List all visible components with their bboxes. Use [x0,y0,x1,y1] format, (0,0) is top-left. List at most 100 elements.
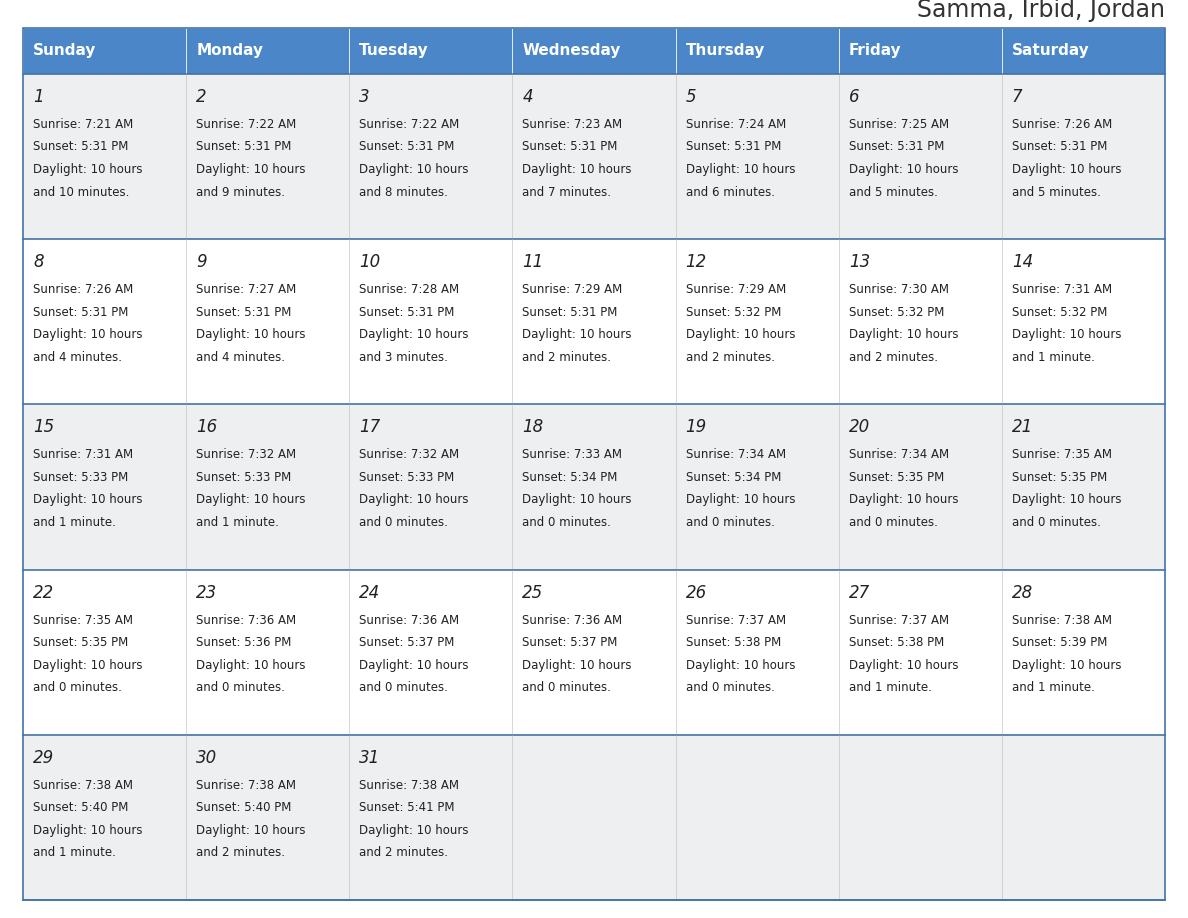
Text: Daylight: 10 hours: Daylight: 10 hours [685,658,795,672]
Text: Sunrise: 7:21 AM: Sunrise: 7:21 AM [33,118,133,131]
Text: and 6 minutes.: and 6 minutes. [685,185,775,198]
Bar [676,28,839,74]
Text: 27: 27 [848,584,870,601]
Text: and 0 minutes.: and 0 minutes. [685,681,775,694]
Text: Sunset: 5:31 PM: Sunset: 5:31 PM [685,140,781,153]
Text: Saturday: Saturday [1012,43,1089,59]
Text: 5: 5 [685,88,696,106]
Bar [23,240,1165,405]
Text: Sunrise: 7:28 AM: Sunrise: 7:28 AM [359,283,460,297]
Text: Daylight: 10 hours: Daylight: 10 hours [359,823,469,837]
Text: and 0 minutes.: and 0 minutes. [359,681,448,694]
Text: Daylight: 10 hours: Daylight: 10 hours [848,329,959,341]
Text: and 1 minute.: and 1 minute. [33,516,116,529]
Text: Sunset: 5:32 PM: Sunset: 5:32 PM [685,306,781,319]
Text: Sunrise: 7:38 AM: Sunrise: 7:38 AM [1012,613,1112,627]
Text: Sunset: 5:31 PM: Sunset: 5:31 PM [33,306,128,319]
Text: Sunset: 5:33 PM: Sunset: 5:33 PM [196,471,291,484]
Text: Daylight: 10 hours: Daylight: 10 hours [196,329,305,341]
Text: Sunrise: 7:26 AM: Sunrise: 7:26 AM [33,283,133,297]
Text: Daylight: 10 hours: Daylight: 10 hours [523,329,632,341]
Text: 7: 7 [1012,88,1023,106]
Text: 10: 10 [359,253,380,271]
Text: Sunset: 5:41 PM: Sunset: 5:41 PM [359,801,455,814]
Text: Daylight: 10 hours: Daylight: 10 hours [1012,329,1121,341]
Text: and 2 minutes.: and 2 minutes. [523,351,612,364]
Text: Sunset: 5:34 PM: Sunset: 5:34 PM [685,471,781,484]
Text: and 3 minutes.: and 3 minutes. [359,351,448,364]
Text: Sunset: 5:31 PM: Sunset: 5:31 PM [523,140,618,153]
Text: Daylight: 10 hours: Daylight: 10 hours [848,493,959,507]
Text: and 1 minute.: and 1 minute. [33,846,116,859]
Text: Sunrise: 7:27 AM: Sunrise: 7:27 AM [196,283,296,297]
Text: Daylight: 10 hours: Daylight: 10 hours [523,493,632,507]
Bar [187,28,349,74]
Text: 31: 31 [359,749,380,767]
Text: Sunrise: 7:29 AM: Sunrise: 7:29 AM [523,283,623,297]
Text: Thursday: Thursday [685,43,765,59]
Text: Daylight: 10 hours: Daylight: 10 hours [33,658,143,672]
Text: Sunrise: 7:36 AM: Sunrise: 7:36 AM [523,613,623,627]
Bar [23,74,1165,240]
Text: and 8 minutes.: and 8 minutes. [359,185,448,198]
Text: Daylight: 10 hours: Daylight: 10 hours [523,163,632,176]
Text: Sunset: 5:37 PM: Sunset: 5:37 PM [359,636,455,649]
Text: 30: 30 [196,749,217,767]
Text: Sunset: 5:35 PM: Sunset: 5:35 PM [33,636,128,649]
Text: Sunrise: 7:34 AM: Sunrise: 7:34 AM [685,448,785,462]
Text: and 0 minutes.: and 0 minutes. [848,516,937,529]
Text: Daylight: 10 hours: Daylight: 10 hours [33,823,143,837]
Text: 22: 22 [33,584,55,601]
Text: 6: 6 [848,88,859,106]
Text: Sunrise: 7:29 AM: Sunrise: 7:29 AM [685,283,785,297]
Text: Sunrise: 7:26 AM: Sunrise: 7:26 AM [1012,118,1112,131]
Text: Sunset: 5:31 PM: Sunset: 5:31 PM [359,140,455,153]
Text: 16: 16 [196,419,217,436]
Text: 20: 20 [848,419,870,436]
Text: Sunset: 5:31 PM: Sunset: 5:31 PM [196,140,291,153]
Text: and 0 minutes.: and 0 minutes. [523,516,612,529]
Text: Sunset: 5:33 PM: Sunset: 5:33 PM [359,471,455,484]
Text: Sunset: 5:40 PM: Sunset: 5:40 PM [196,801,291,814]
Text: Sunset: 5:38 PM: Sunset: 5:38 PM [685,636,781,649]
Text: Sunrise: 7:38 AM: Sunrise: 7:38 AM [359,778,460,792]
Text: and 0 minutes.: and 0 minutes. [685,516,775,529]
Text: 25: 25 [523,584,544,601]
Text: Sunrise: 7:37 AM: Sunrise: 7:37 AM [848,613,949,627]
Text: Friday: Friday [848,43,902,59]
Text: 9: 9 [196,253,207,271]
Text: Samma, Irbid, Jordan: Samma, Irbid, Jordan [917,0,1165,22]
Text: and 1 minute.: and 1 minute. [1012,351,1094,364]
Text: 11: 11 [523,253,544,271]
Text: 4: 4 [523,88,533,106]
Text: Daylight: 10 hours: Daylight: 10 hours [523,658,632,672]
Text: Sunrise: 7:38 AM: Sunrise: 7:38 AM [196,778,296,792]
Text: Sunrise: 7:36 AM: Sunrise: 7:36 AM [196,613,296,627]
Bar [839,28,1001,74]
Text: and 0 minutes.: and 0 minutes. [1012,516,1101,529]
Text: Daylight: 10 hours: Daylight: 10 hours [33,163,143,176]
Text: and 2 minutes.: and 2 minutes. [196,846,285,859]
Text: Sunrise: 7:34 AM: Sunrise: 7:34 AM [848,448,949,462]
Text: 13: 13 [848,253,870,271]
Text: Sunset: 5:35 PM: Sunset: 5:35 PM [1012,471,1107,484]
Text: Sunset: 5:36 PM: Sunset: 5:36 PM [196,636,291,649]
Text: Sunset: 5:35 PM: Sunset: 5:35 PM [848,471,944,484]
Text: Sunrise: 7:22 AM: Sunrise: 7:22 AM [359,118,460,131]
Text: Daylight: 10 hours: Daylight: 10 hours [359,493,469,507]
Text: Sunset: 5:31 PM: Sunset: 5:31 PM [848,140,944,153]
Bar [349,28,512,74]
Text: 21: 21 [1012,419,1034,436]
Text: 23: 23 [196,584,217,601]
Text: Sunrise: 7:36 AM: Sunrise: 7:36 AM [359,613,460,627]
Bar [23,734,1165,900]
Text: 19: 19 [685,419,707,436]
Text: and 9 minutes.: and 9 minutes. [196,185,285,198]
Text: 17: 17 [359,419,380,436]
Text: 24: 24 [359,584,380,601]
Text: and 1 minute.: and 1 minute. [1012,681,1094,694]
Text: 3: 3 [359,88,369,106]
Text: 2: 2 [196,88,207,106]
Text: and 2 minutes.: and 2 minutes. [359,846,448,859]
Text: 8: 8 [33,253,44,271]
